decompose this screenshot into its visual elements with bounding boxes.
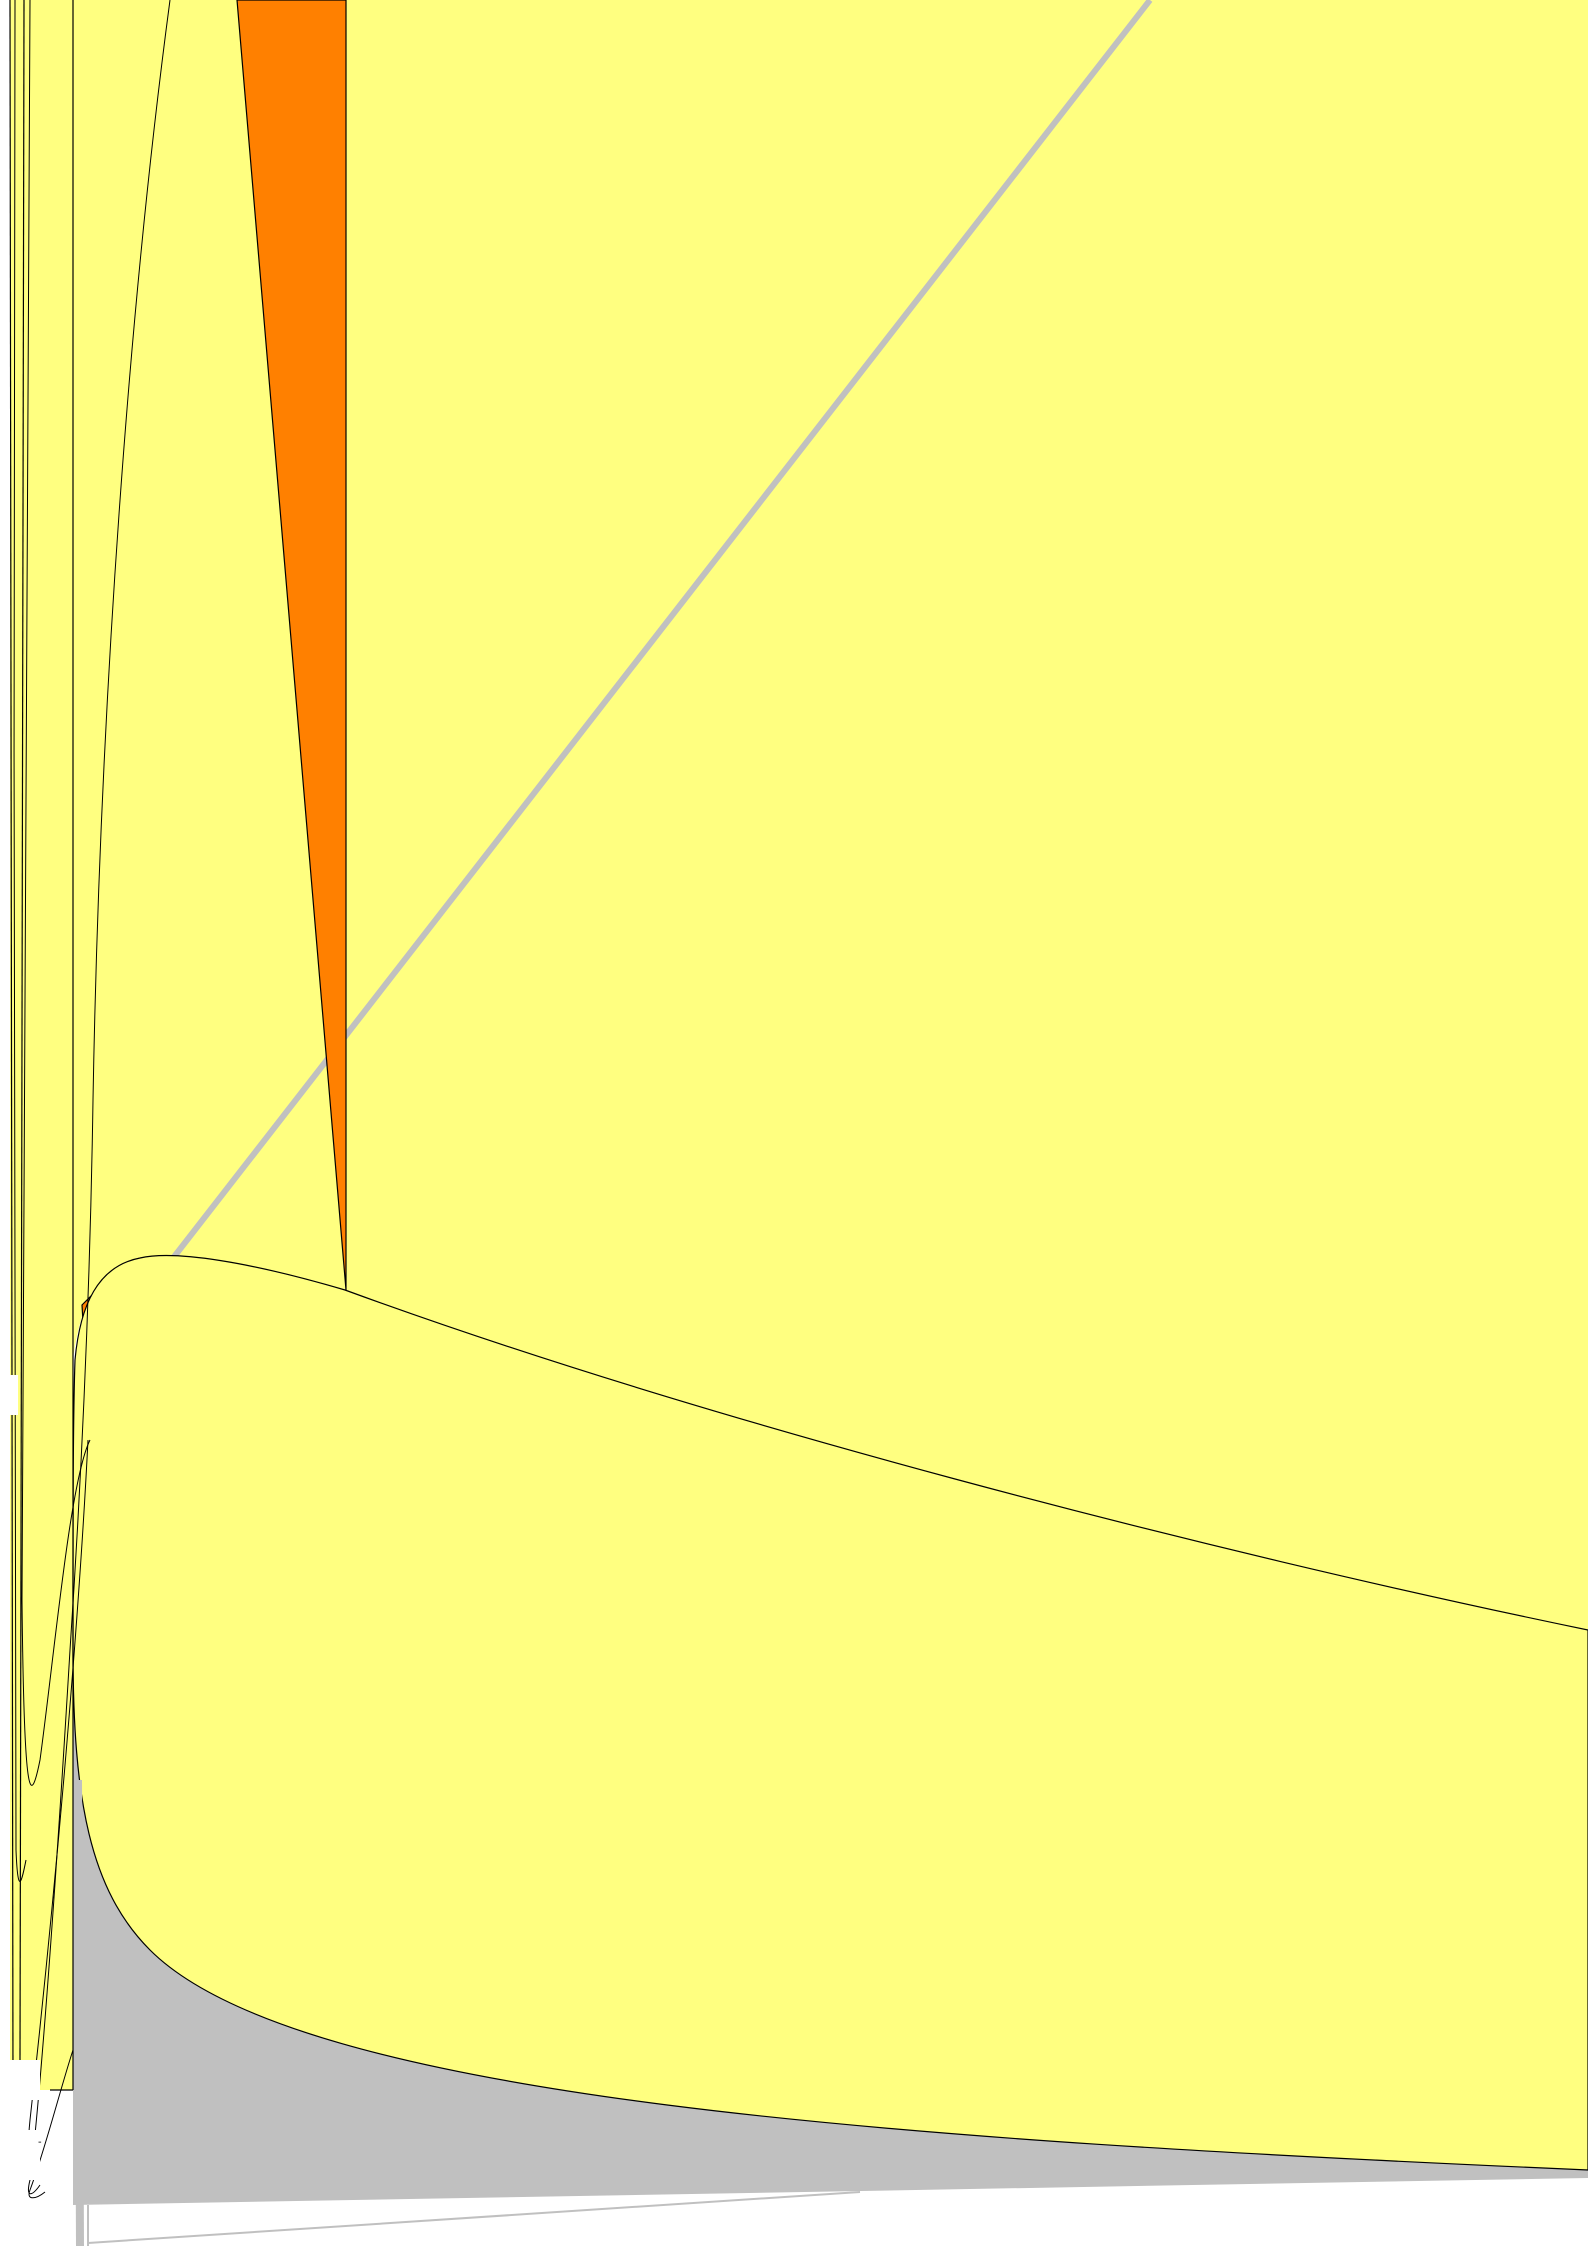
small-dash-label: - [38,2137,42,2148]
left-vertical-line-1 [9,0,14,2091]
white-box-1 [10,1375,18,1415]
gray-vertical-stroke [74,1779,84,2246]
yellow-main-region [10,0,1588,2090]
left-curve-1 [27,0,171,2195]
left-vertical-line-3 [19,0,25,2061]
bottom-gray-line [87,2191,861,2244]
gray-base-region [73,1600,1588,2205]
white-box-3 [18,2130,40,2180]
white-box-2 [0,2060,40,2100]
orange-wedge [236,0,347,1291]
